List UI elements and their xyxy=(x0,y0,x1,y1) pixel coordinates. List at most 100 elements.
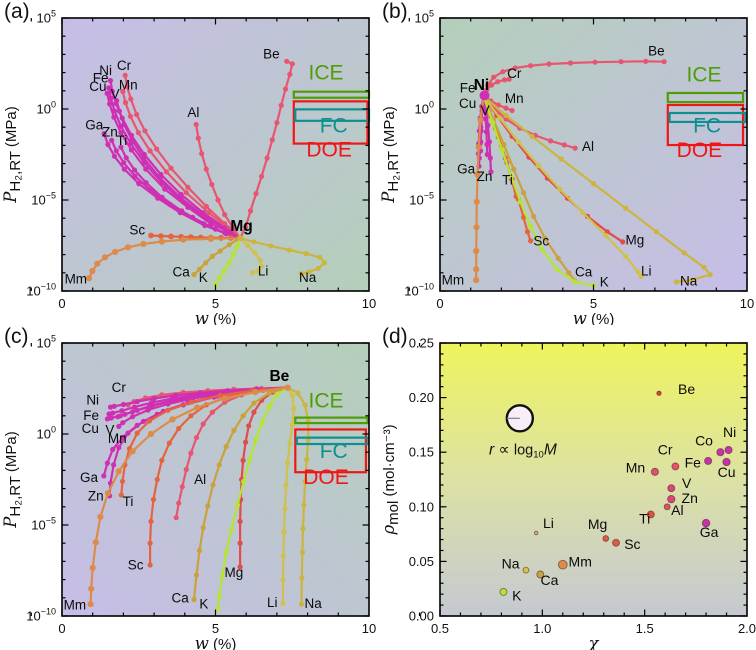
point-Cu xyxy=(722,457,731,467)
point-label-Ti: Ti xyxy=(639,511,650,527)
series-K xyxy=(481,93,597,289)
label-Zn: Zn xyxy=(88,488,104,503)
y-tick-label: 100 xyxy=(415,100,434,117)
label-Ca: Ca xyxy=(172,264,190,279)
size-legend: r ∝ log10M xyxy=(489,404,557,460)
x-tick-label: 0 xyxy=(58,296,65,311)
point-Ca xyxy=(536,570,545,579)
point-Al xyxy=(663,503,671,511)
label-Fe: Fe xyxy=(83,408,99,423)
hub-label: Be xyxy=(269,368,289,385)
y-tick-label: 100 xyxy=(37,100,56,117)
point-Sc xyxy=(612,538,620,547)
label-Mn: Mn xyxy=(505,91,524,106)
hub-label: Ni xyxy=(474,77,490,94)
point-Mn xyxy=(650,467,659,476)
y-tick-label: 10−5 xyxy=(409,191,434,208)
label-Al: Al xyxy=(582,139,594,154)
point-label-Ni: Ni xyxy=(723,424,736,440)
label-Mm: Mm xyxy=(65,272,88,287)
ice-label: ICE xyxy=(309,62,344,85)
x-tick-label: 0.5 xyxy=(431,621,449,636)
label-Ga: Ga xyxy=(80,470,99,485)
point-label-Co: Co xyxy=(695,433,713,449)
series-Li xyxy=(481,93,644,279)
point-label-V: V xyxy=(682,475,692,491)
series-Na xyxy=(481,93,713,285)
point-label-Cu: Cu xyxy=(718,464,736,480)
points-layer xyxy=(499,390,733,596)
y-tick-label: 105 xyxy=(37,9,56,26)
size-legend-text: r ∝ log10M xyxy=(489,441,557,460)
point-Ga xyxy=(701,518,711,528)
point-Be xyxy=(656,390,662,396)
ice-label: ICE xyxy=(309,390,344,413)
y-axis-title: PH₂,RT (MPa) xyxy=(1,106,24,203)
panel-a: (a) ICE FC DOE Be Cr Ni Fe Mn Cu V Ga Zn Ti Al Sc Mm Ca K… xyxy=(0,0,378,325)
series-layer xyxy=(85,58,328,288)
label-Cr: Cr xyxy=(112,380,127,395)
series-layer xyxy=(87,384,311,612)
axis-ticks xyxy=(30,17,369,292)
label-Li: Li xyxy=(258,264,269,279)
x-tick-label: 10 xyxy=(362,621,376,636)
label-V: V xyxy=(105,422,114,437)
panel-d-label: (d) xyxy=(382,325,408,348)
point-label-Mn: Mn xyxy=(626,459,645,475)
y-tick-label: 10−10 xyxy=(26,282,56,299)
point-label-Na: Na xyxy=(502,555,520,571)
point-Mg xyxy=(602,535,610,542)
label-Zn: Zn xyxy=(477,169,493,184)
label-Ca: Ca xyxy=(575,264,593,279)
point-Li xyxy=(533,530,539,536)
label-Li: Li xyxy=(267,595,278,610)
x-tick-label: 5 xyxy=(590,296,597,311)
label-K: K xyxy=(199,270,208,285)
point-Ni xyxy=(724,445,733,455)
label-Mm: Mm xyxy=(64,598,87,613)
label-Cr: Cr xyxy=(507,66,522,81)
ice-label: ICE xyxy=(687,64,722,87)
label-Be: Be xyxy=(263,46,280,61)
fc-label: FC xyxy=(693,114,721,137)
point-Cr xyxy=(671,462,680,471)
label-Fe: Fe xyxy=(460,81,476,96)
series-Mm xyxy=(87,384,291,608)
axis-ticks xyxy=(408,17,747,292)
y-tick-label: 10−10 xyxy=(404,282,434,299)
panel-b-label: (b) xyxy=(382,0,408,23)
y-tick-label: 100 xyxy=(37,425,56,442)
x-axis-title: w (%) xyxy=(573,309,615,325)
label-V: V xyxy=(111,86,120,101)
y-tick-label: 10−10 xyxy=(26,607,56,624)
point-label-Li: Li xyxy=(543,515,554,531)
label-Ti: Ti xyxy=(123,494,134,509)
label-Ti: Ti xyxy=(116,133,127,148)
axis-ticks xyxy=(418,342,747,617)
panel-c-label: (c) xyxy=(4,325,29,348)
point-Ti xyxy=(646,510,655,519)
point-label-Mm: Mm xyxy=(569,553,592,569)
label-Al: Al xyxy=(187,105,199,120)
point-Zn xyxy=(667,495,676,504)
x-axis-title: w (%) xyxy=(195,309,237,325)
fc-label: FC xyxy=(320,114,348,137)
x-tick-label: 10 xyxy=(740,296,754,311)
panel-d: (d) K Na Ca Mm Li Mg Sc Ti Al Zn V Mn Cr Fe Co Ni Cu Ga Be… xyxy=(378,325,756,650)
label-Mn: Mn xyxy=(108,431,127,446)
label-Ca: Ca xyxy=(172,590,190,605)
series-K xyxy=(212,235,243,288)
panel-a-label: (a) xyxy=(4,0,30,23)
label-K: K xyxy=(600,274,609,289)
label-Mg: Mg xyxy=(626,233,645,248)
y-tick-label: 0.15 xyxy=(409,445,434,460)
label-Li: Li xyxy=(641,264,652,279)
doe-label: DOE xyxy=(677,139,723,162)
label-Sc: Sc xyxy=(129,223,145,238)
axis-ticks xyxy=(30,342,369,617)
fc-label: FC xyxy=(320,440,348,463)
